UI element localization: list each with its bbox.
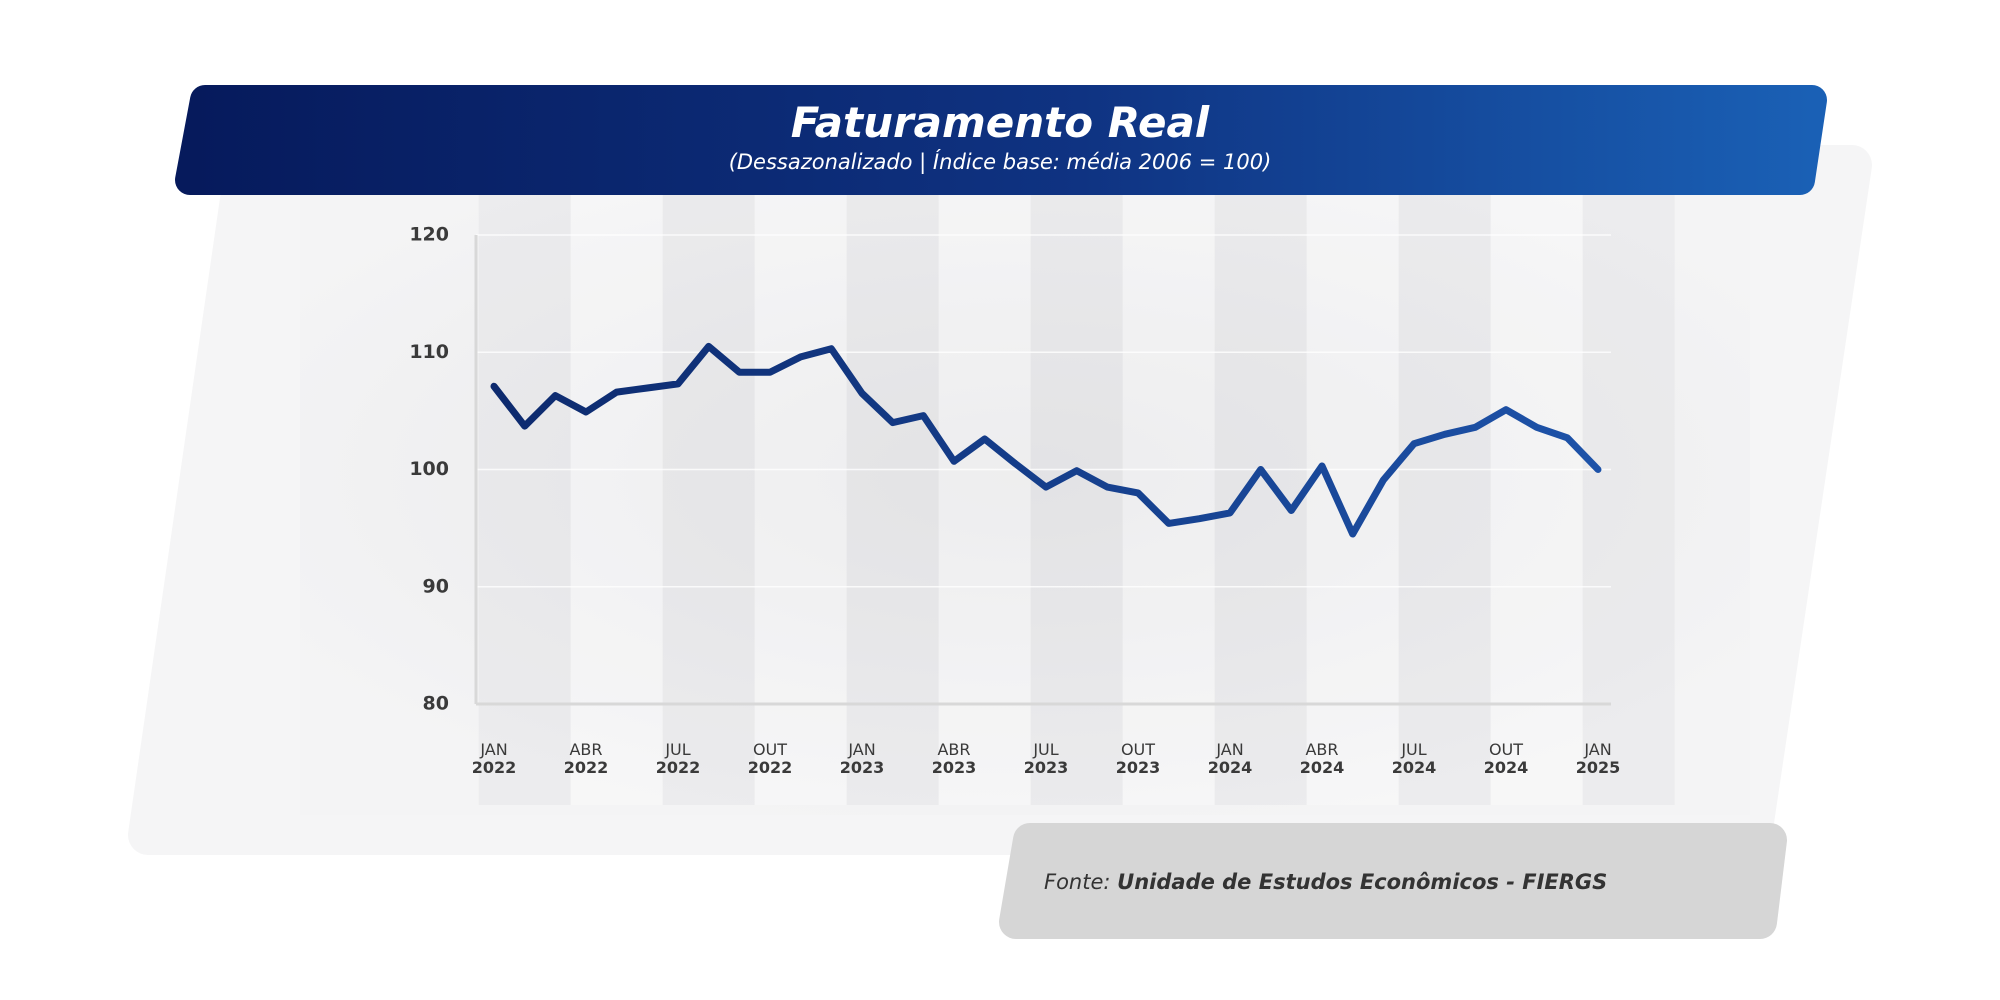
y-tick-label: 80 bbox=[423, 693, 449, 715]
band bbox=[938, 195, 1031, 805]
x-tick-label: JAN 2023 bbox=[839, 740, 885, 777]
x-tick-label: JUL 2024 bbox=[1391, 740, 1437, 777]
x-tick-label: ABR 2023 bbox=[931, 740, 977, 777]
band bbox=[1030, 195, 1123, 805]
band bbox=[1214, 195, 1307, 805]
y-tick-label: 100 bbox=[409, 458, 449, 480]
band bbox=[662, 195, 755, 805]
header-bar bbox=[175, 85, 1827, 195]
band bbox=[846, 195, 939, 805]
source-text: Unidade de Estudos Econômicos - FIERGS bbox=[1117, 870, 1608, 894]
source-box bbox=[999, 823, 1787, 939]
x-tick-label: OUT 2024 bbox=[1483, 740, 1529, 777]
band bbox=[1398, 195, 1491, 805]
x-tick-label: JAN 2022 bbox=[471, 740, 517, 777]
x-tick-label: OUT 2023 bbox=[1115, 740, 1161, 777]
x-tick-label: ABR 2024 bbox=[1299, 740, 1345, 777]
chart-title: Faturamento Real bbox=[790, 98, 1210, 147]
band bbox=[1490, 195, 1583, 805]
series-line bbox=[490, 342, 1602, 538]
x-tick-label: JAN 2024 bbox=[1207, 740, 1253, 777]
x-tick-label: JAN 2025 bbox=[1575, 740, 1621, 777]
chart-subtitle: (Dessazonalizado | Índice base: média 20… bbox=[728, 150, 1272, 174]
band bbox=[478, 195, 571, 805]
source-label: Fonte: bbox=[1044, 870, 1111, 894]
band bbox=[1582, 195, 1675, 805]
x-tick-label: JUL 2023 bbox=[1023, 740, 1069, 777]
x-tick-label: ABR 2022 bbox=[563, 740, 609, 777]
y-tick-label: 110 bbox=[409, 341, 449, 363]
plot-background bbox=[300, 195, 1750, 815]
y-tick-label: 120 bbox=[409, 224, 449, 246]
band bbox=[1306, 195, 1399, 805]
x-tick-label: JUL 2022 bbox=[655, 740, 701, 777]
x-tick-label: OUT 2022 bbox=[747, 740, 793, 777]
band bbox=[570, 195, 663, 805]
source: Fonte: Unidade de Estudos Econômicos - F… bbox=[1044, 870, 1607, 894]
band bbox=[754, 195, 847, 805]
y-tick-label: 90 bbox=[423, 575, 449, 597]
band bbox=[1122, 195, 1215, 805]
